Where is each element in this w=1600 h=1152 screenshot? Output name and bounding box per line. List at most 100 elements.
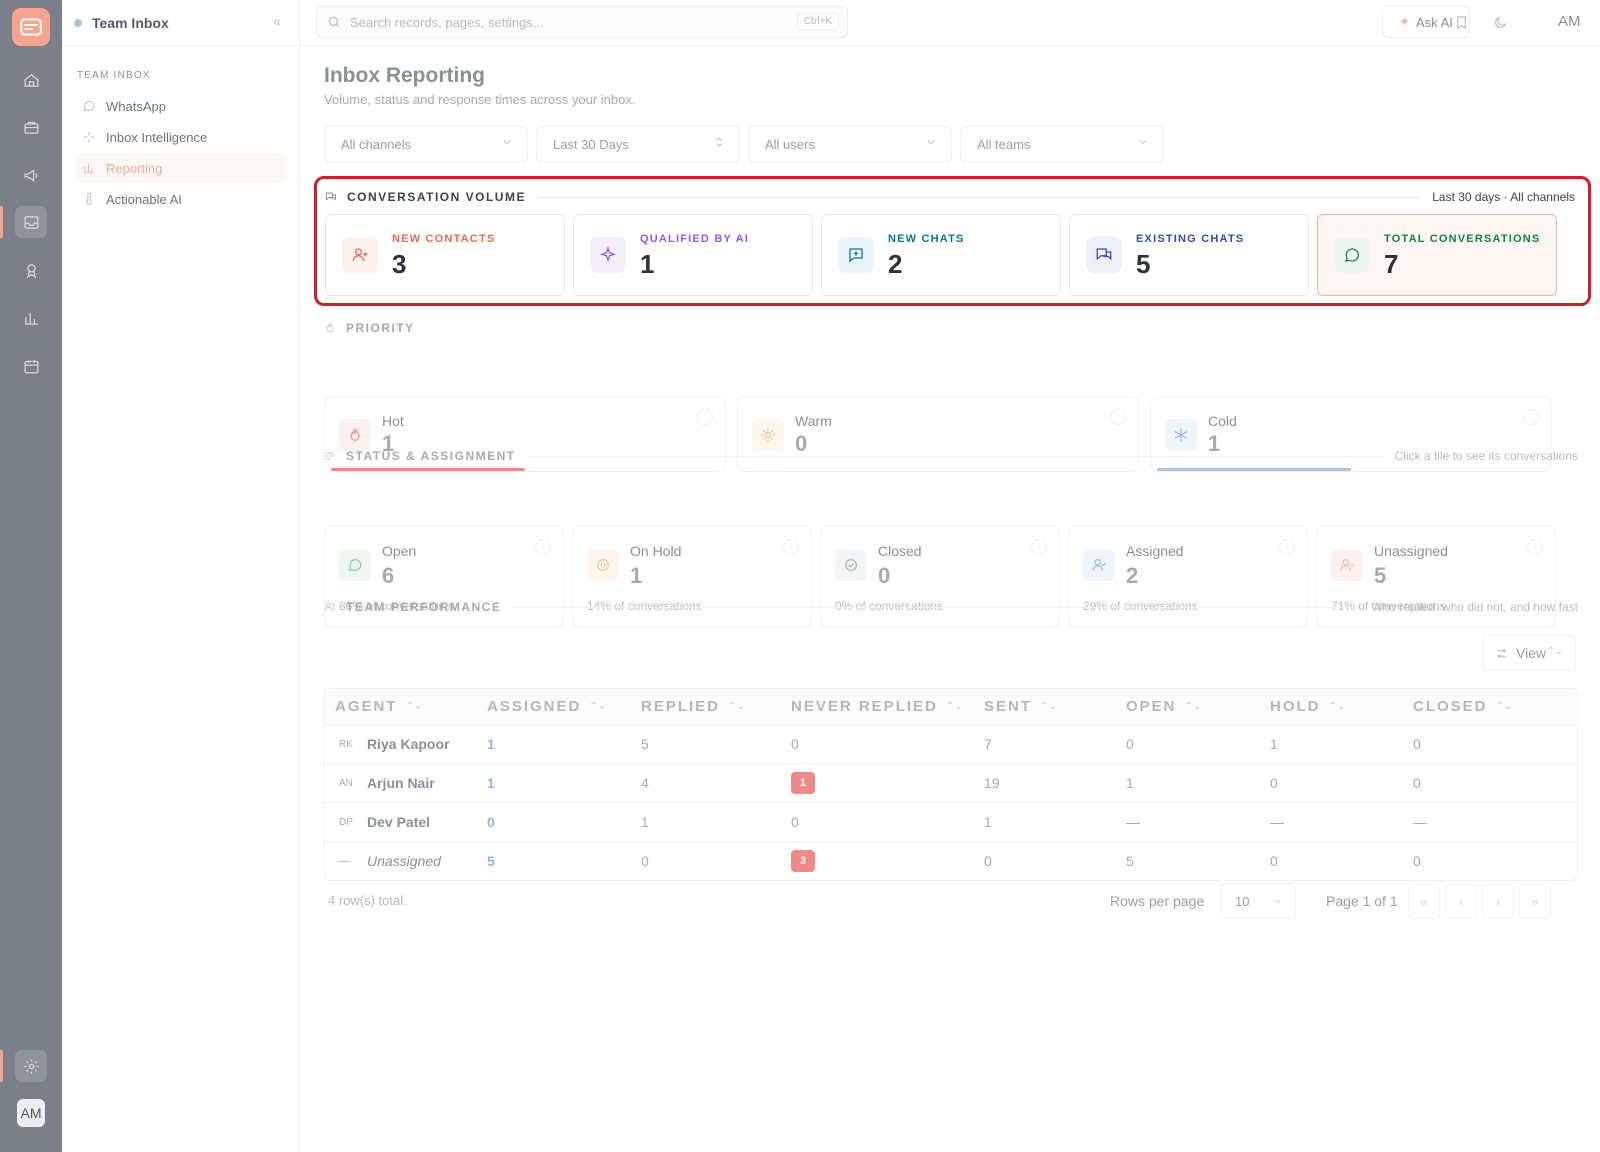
- user-avatar[interactable]: AM: [1558, 13, 1581, 30]
- award-icon[interactable]: [15, 254, 47, 286]
- ask-ai-button[interactable]: ✦ Ask AI: [1382, 6, 1470, 38]
- date-range-filter[interactable]: Last 30 Days: [536, 126, 740, 162]
- select-radio[interactable]: [1523, 409, 1539, 425]
- status-card-closed[interactable]: Closed 0 0% of conversations: [820, 526, 1060, 628]
- list-icon: [326, 452, 334, 460]
- column-header-agent[interactable]: AGENT ⌃⌄: [335, 698, 423, 715]
- user-avatar[interactable]: AM: [17, 1099, 45, 1127]
- assigned-cell[interactable]: 5: [487, 842, 495, 880]
- select-radio[interactable]: [1031, 539, 1047, 555]
- select-radio[interactable]: [697, 409, 713, 425]
- snowflake-icon: [1165, 419, 1197, 451]
- select-radio[interactable]: [1110, 409, 1126, 425]
- status-card-assigned[interactable]: Assigned 2 29% of conversations: [1068, 526, 1308, 628]
- priority-card-cold[interactable]: Cold 1: [1150, 396, 1552, 472]
- rows-per-page-select[interactable]: 10: [1220, 883, 1296, 919]
- closed-cell: 0: [1413, 842, 1421, 880]
- select-radio[interactable]: [783, 539, 799, 555]
- assigned-cell[interactable]: 1: [487, 764, 495, 802]
- sent-cell: 0: [984, 842, 992, 880]
- closed-cell: 0: [1413, 764, 1421, 802]
- volume-value: 2: [888, 249, 903, 279]
- agent-name: Riya Kapoor: [367, 736, 450, 752]
- moon-icon[interactable]: [1490, 12, 1510, 32]
- megaphone-icon[interactable]: [15, 159, 47, 191]
- agent-cell: — Unassigned: [339, 842, 441, 880]
- status-percent: 0% of conversations: [835, 599, 944, 613]
- status-card-on-hold[interactable]: On Hold 1 14% of conversations: [572, 526, 812, 628]
- table-row[interactable]: DP Dev Patel 0 1 0 1 — — —: [325, 802, 1577, 841]
- select-radio[interactable]: [1527, 539, 1543, 555]
- table-row[interactable]: RK Riya Kapoor 1 5 0 7 0 1 0: [325, 724, 1577, 763]
- priority-card-warm[interactable]: Warm 0: [737, 396, 1139, 472]
- sort-icon: ⌃⌄: [945, 701, 963, 712]
- table-row[interactable]: AN Arjun Nair 1 4 1 19 1 0 0: [325, 763, 1577, 802]
- briefcase-icon[interactable]: [15, 111, 47, 143]
- hold-value: 0: [1270, 775, 1278, 791]
- column-header-hold[interactable]: HOLD ⌃⌄: [1270, 698, 1346, 715]
- column-header-open[interactable]: OPEN ⌃⌄: [1126, 698, 1202, 715]
- select-radio[interactable]: [535, 539, 551, 555]
- assigned-cell[interactable]: 0: [487, 803, 495, 841]
- open-value: 5: [1126, 853, 1134, 869]
- sidebar-item-inbox-intelligence[interactable]: Inbox Intelligence: [76, 122, 286, 152]
- select-radio[interactable]: [1279, 539, 1295, 555]
- status-label: Assigned: [1126, 543, 1184, 559]
- sidebar-item-label: Reporting: [106, 160, 163, 176]
- message-plus-icon: [838, 237, 874, 273]
- closed-value: 0: [1413, 775, 1421, 791]
- column-header-assigned[interactable]: ASSIGNED ⌃⌄: [487, 698, 607, 715]
- volume-card-new-chats[interactable]: NEW CHATS 2: [821, 214, 1061, 296]
- chart-icon[interactable]: [15, 302, 47, 334]
- search-input[interactable]: Search records, pages, settings... Ctrl+…: [316, 6, 848, 38]
- status-percent: 29% of conversations: [1083, 599, 1198, 613]
- volume-value: 7: [1384, 249, 1399, 279]
- status-label: Closed: [878, 543, 922, 559]
- whatsapp-icon: [83, 100, 95, 112]
- page-indicator: Page 1 of 1: [1326, 893, 1398, 909]
- first-page-button[interactable]: «: [1408, 883, 1440, 919]
- agent-initials: DP: [339, 816, 353, 828]
- status-card-unassigned[interactable]: Unassigned 5 71% of conversations: [1316, 526, 1556, 628]
- settings-icon[interactable]: [15, 1050, 47, 1082]
- volume-card-new-contacts[interactable]: NEW CONTACTS 3: [325, 214, 565, 296]
- assigned-count-link[interactable]: 0: [487, 814, 495, 830]
- sidebar-item-whatsapp[interactable]: WhatsApp: [76, 91, 286, 121]
- priority-card-hot[interactable]: Hot 1: [324, 396, 726, 472]
- previous-page-button[interactable]: ‹: [1445, 883, 1477, 919]
- assigned-count-link[interactable]: 1: [487, 775, 495, 791]
- calendar-icon[interactable]: [15, 350, 47, 382]
- last-page-button[interactable]: »: [1519, 883, 1551, 919]
- next-page-button[interactable]: ›: [1482, 883, 1514, 919]
- sent-value: 0: [984, 853, 992, 869]
- column-header-closed[interactable]: CLOSED ⌃⌄: [1413, 698, 1513, 715]
- bookmark-icon[interactable]: [1451, 12, 1471, 32]
- assigned-count-link[interactable]: 5: [487, 853, 495, 869]
- volume-card-total-conversations[interactable]: TOTAL CONVERSATIONS 7: [1317, 214, 1557, 296]
- sidebar-item-reporting[interactable]: Reporting: [76, 153, 286, 183]
- hold-cell: 0: [1270, 764, 1278, 802]
- view-options-button[interactable]: View ⌃⌄: [1482, 635, 1576, 671]
- collapse-sidebar-icon[interactable]: «: [273, 13, 281, 29]
- sidebar-item-actionable-ai[interactable]: Actionable AI: [76, 184, 286, 214]
- agent-cell: AN Arjun Nair: [339, 764, 435, 802]
- inbox-icon[interactable]: [15, 206, 47, 238]
- column-header-never-replied[interactable]: NEVER REPLIED ⌃⌄: [791, 698, 963, 715]
- user-filter[interactable]: All users: [748, 126, 952, 162]
- team-filter[interactable]: All teams: [960, 126, 1164, 162]
- table-row[interactable]: — Unassigned 5 0 3 0 5 0 0: [325, 841, 1577, 880]
- status-card-open[interactable]: Open 6 86% of conversations: [324, 526, 564, 628]
- assigned-cell[interactable]: 1: [487, 725, 495, 763]
- channel-filter[interactable]: All channels: [324, 126, 528, 162]
- volume-value: 5: [1136, 249, 1151, 279]
- app-logo[interactable]: [12, 8, 50, 46]
- column-header-replied[interactable]: REPLIED ⌃⌄: [641, 698, 745, 715]
- sparkles-icon: [590, 237, 626, 273]
- column-header-sent[interactable]: SENT ⌃⌄: [984, 698, 1057, 715]
- assigned-count-link[interactable]: 1: [487, 736, 495, 752]
- volume-card-qualified-by-ai[interactable]: QUALIFIED BY AI 1: [573, 214, 813, 296]
- volume-card-existing-chats[interactable]: EXISTING CHATS 5: [1069, 214, 1309, 296]
- hold-cell: —: [1270, 803, 1284, 841]
- home-icon[interactable]: [15, 64, 47, 96]
- closed-value: —: [1413, 814, 1427, 830]
